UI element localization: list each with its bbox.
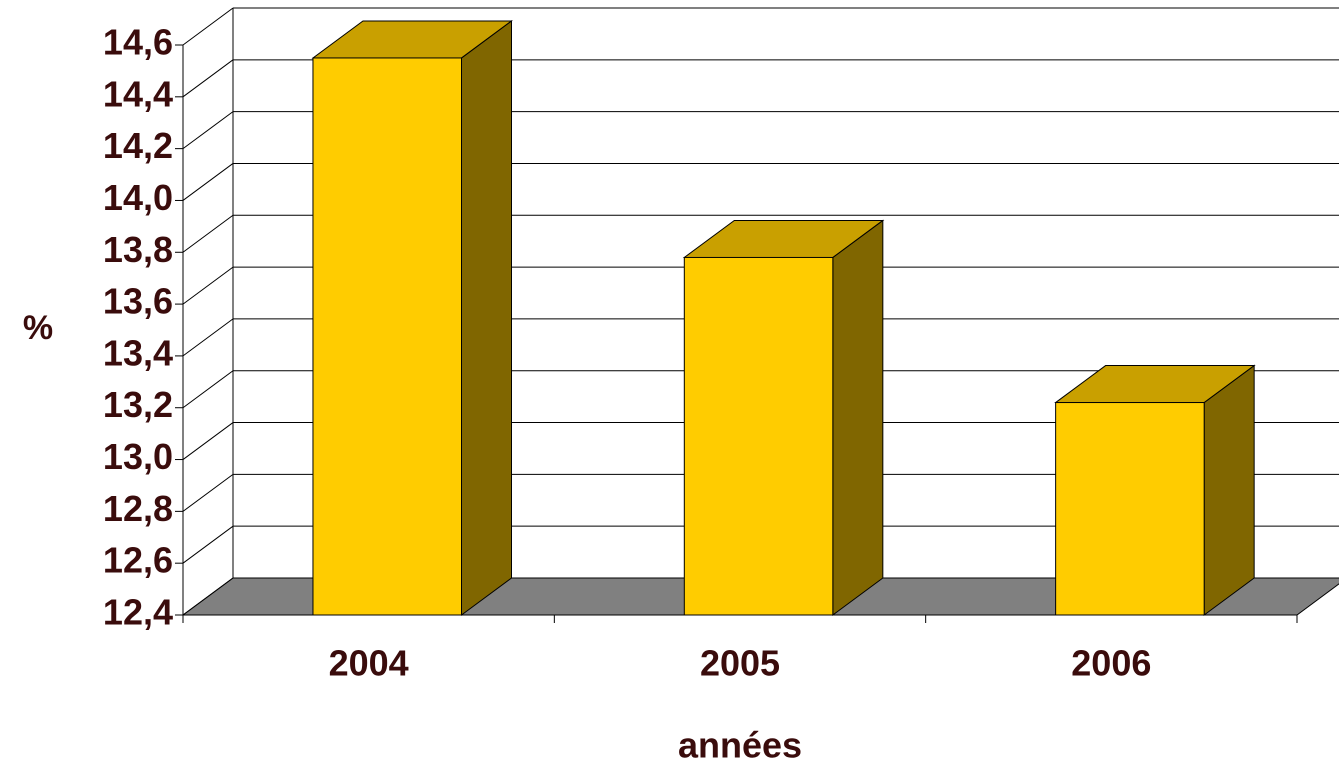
x-tick-label: 2004 [329,643,409,684]
x-tick-label: 2005 [700,643,780,684]
grid-line-side [182,163,234,201]
bar [1055,402,1205,616]
x-axis-label: années [678,725,802,766]
grid-line-side [182,577,234,616]
y-tick-label: 14,0 [103,177,173,218]
grid-line-side [182,111,234,150]
grid-line-side [182,473,234,512]
bar-side [1203,364,1255,616]
y-tick-label: 13,6 [103,281,173,322]
grid-line-side [182,266,234,305]
grid-line-side [182,318,234,357]
bar-side [832,219,884,616]
bar [312,57,463,616]
y-tick-label: 13,8 [103,229,173,270]
y-tick-label: 12,8 [103,488,173,529]
y-tick-label: 14,6 [103,22,173,63]
grid-line-side [182,7,234,46]
y-tick-label: 13,2 [103,384,173,425]
bar [683,256,834,616]
y-tick-label: 13,0 [103,436,173,477]
grid-line-side [182,422,234,460]
y-tick-label: 13,4 [103,332,173,373]
y-axis-label: % [23,309,53,347]
grid-line-side [182,59,234,98]
grid-line-side [182,214,234,253]
grid-line-side [182,370,234,409]
x-tick-label: 2006 [1071,643,1151,684]
bar-side [461,19,512,616]
y-tick-label: 12,6 [103,540,173,581]
y-tick-label: 14,4 [103,73,173,114]
y-tick-label: 14,2 [103,125,173,166]
y-tick-label: 12,4 [103,592,173,633]
grid-line-side [182,525,234,564]
